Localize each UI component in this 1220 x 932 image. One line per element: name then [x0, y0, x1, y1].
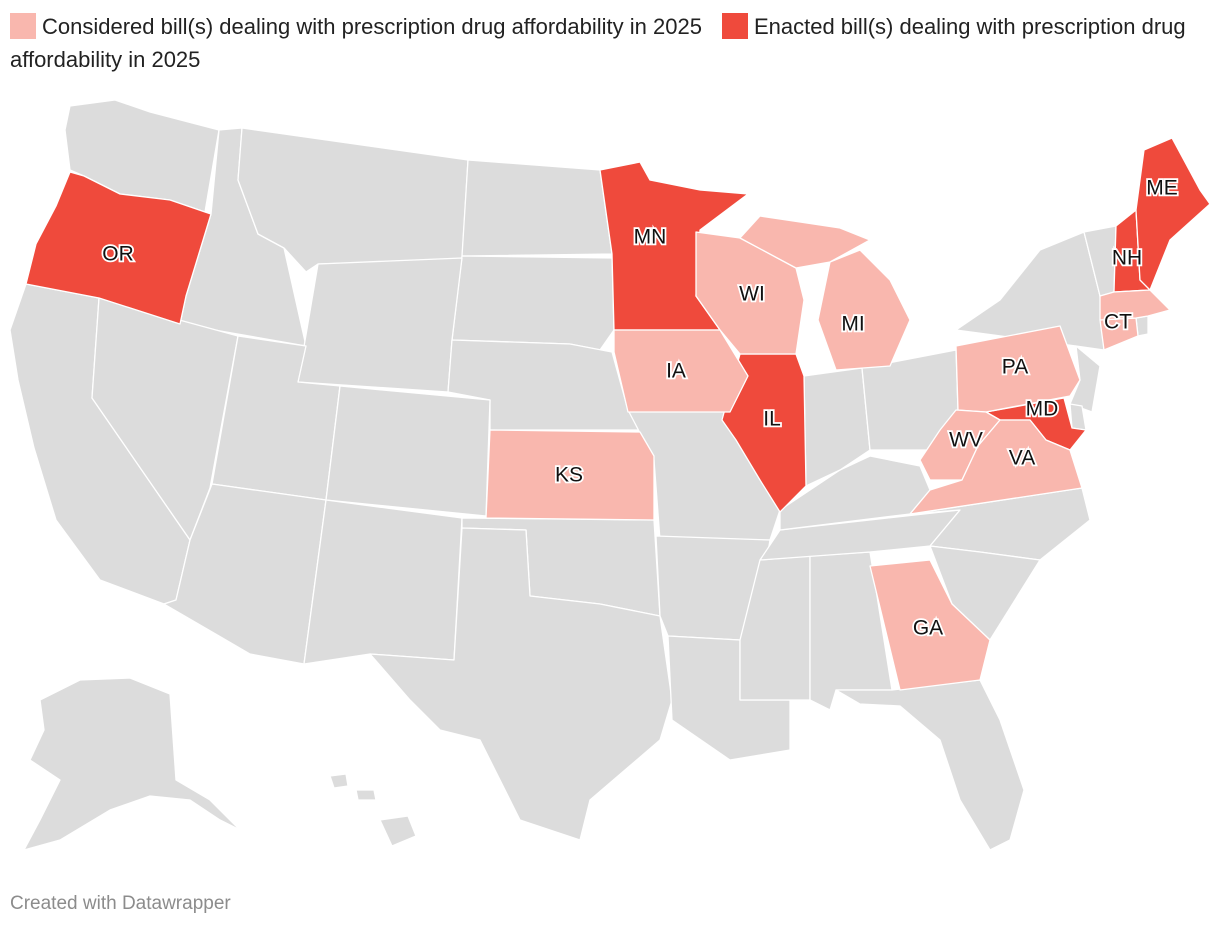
state-AK[interactable]: [23, 677, 241, 851]
state-KS[interactable]: [485, 429, 655, 521]
state-WY[interactable]: [297, 257, 463, 393]
legend-swatch-considered: [10, 13, 36, 39]
label-WV: WV: [949, 429, 983, 452]
label-IL: IL: [763, 408, 781, 431]
label-MD: MD: [1026, 398, 1059, 421]
state-ME[interactable]: [1135, 137, 1211, 291]
state-OR[interactable]: [25, 171, 212, 325]
label-OR: OR: [102, 243, 134, 266]
highlighted-states: [25, 137, 1211, 691]
legend-item-considered[interactable]: Considered bill(s) dealing with prescrip…: [10, 13, 702, 39]
legend-label-enacted: Enacted bill(s) dealing with prescriptio…: [10, 14, 1186, 72]
state-CO[interactable]: [325, 385, 491, 517]
label-MN: MN: [634, 226, 667, 249]
label-CT: CT: [1104, 311, 1132, 334]
legend: Considered bill(s) dealing with prescrip…: [10, 10, 1200, 76]
label-WI: WI: [739, 283, 765, 306]
legend-label-considered: Considered bill(s) dealing with prescrip…: [42, 14, 702, 39]
legend-item-enacted[interactable]: Enacted bill(s) dealing with prescriptio…: [10, 13, 1186, 72]
state-MN[interactable]: [599, 161, 749, 331]
state-MA[interactable]: [1099, 289, 1171, 321]
label-VA: VA: [1009, 447, 1035, 470]
datawrapper-credit: Created with Datawrapper: [10, 893, 231, 914]
label-KS: KS: [555, 464, 583, 487]
state-TN[interactable]: [759, 509, 961, 561]
state-TX[interactable]: [369, 527, 673, 841]
label-ME: ME: [1146, 177, 1178, 200]
label-IA: IA: [666, 360, 686, 383]
state-FL[interactable]: [835, 679, 1025, 851]
state-VA[interactable]: [909, 419, 1083, 515]
label-NH: NH: [1112, 247, 1142, 270]
state-MI[interactable]: [739, 215, 911, 371]
state-IA[interactable]: [613, 329, 749, 413]
label-PA: PA: [1002, 356, 1028, 379]
state-NM[interactable]: [303, 499, 463, 665]
legend-swatch-enacted: [721, 13, 748, 39]
state-SD[interactable]: [451, 255, 615, 351]
state-SC[interactable]: [929, 545, 1041, 641]
us-states-map: OR MN IL MD NH ME WI MI IA KS PA WV VA G…: [9, 99, 1211, 851]
label-MI: MI: [841, 313, 864, 336]
state-HI[interactable]: [329, 773, 417, 847]
unhighlighted-states: [9, 99, 1149, 851]
state-KY[interactable]: [779, 455, 931, 531]
state-IL[interactable]: [721, 353, 807, 513]
state-ND[interactable]: [461, 159, 613, 257]
state-labels: OR MN IL MD NH ME WI MI IA KS PA WV VA G…: [101, 175, 1180, 642]
label-GA: GA: [913, 617, 943, 640]
state-GA[interactable]: [869, 559, 991, 691]
